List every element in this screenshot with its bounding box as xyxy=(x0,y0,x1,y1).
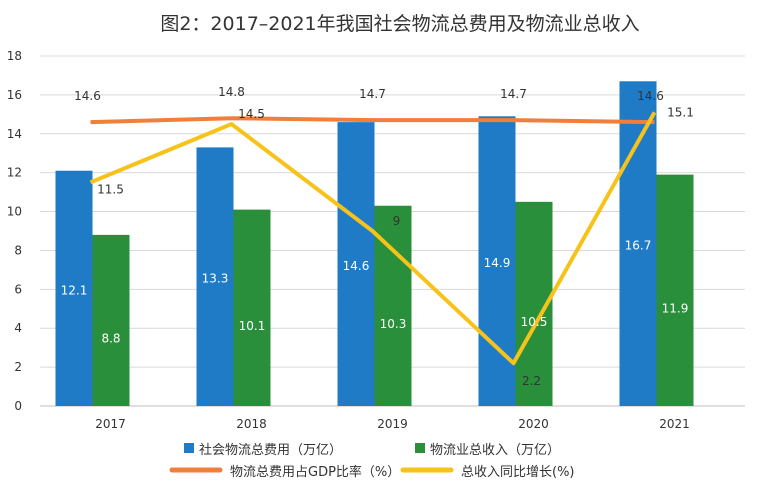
y-tick-label: 10 xyxy=(7,205,22,219)
data-label: 10.1 xyxy=(239,319,266,333)
y-tick-label: 8 xyxy=(14,243,22,257)
legend-label: 物流业总收入（万亿） xyxy=(430,443,560,458)
y-tick-label: 2 xyxy=(14,360,22,374)
x-tick-label: 2017 xyxy=(95,417,126,431)
y-tick-label: 18 xyxy=(7,49,22,63)
y-tick-label: 4 xyxy=(14,321,22,335)
bar-0 xyxy=(196,147,234,406)
data-label: 12.1 xyxy=(61,283,88,297)
bar-0 xyxy=(337,122,375,406)
data-label: 8.8 xyxy=(101,331,120,345)
y-tick-label: 0 xyxy=(14,399,22,413)
data-label: 14.9 xyxy=(484,256,511,270)
legend-swatch xyxy=(415,443,425,453)
legend-label: 社会物流总费用（万亿） xyxy=(199,442,342,458)
data-label: 14.6 xyxy=(343,259,370,273)
chart-title: 图2：2017–2021年我国社会物流总费用及物流业总收入 xyxy=(160,13,639,35)
bar-1 xyxy=(92,234,130,406)
y-tick-label: 16 xyxy=(7,88,22,102)
bar-0 xyxy=(619,81,657,407)
data-label: 14.5 xyxy=(238,107,265,121)
bar-0 xyxy=(55,170,93,406)
y-tick-label: 14 xyxy=(7,127,22,141)
data-label: 14.6 xyxy=(637,89,664,103)
data-label: 15.1 xyxy=(667,105,694,119)
data-label: 14.7 xyxy=(359,87,386,101)
line-series-2 xyxy=(90,116,655,125)
legend-label: 物流总费用占GDP比率（%） xyxy=(230,464,400,480)
data-label: 10.3 xyxy=(380,317,407,331)
x-tick-label: 2020 xyxy=(518,417,549,431)
data-label: 10.5 xyxy=(521,315,548,329)
y-tick-label: 12 xyxy=(7,166,22,180)
data-label: 9 xyxy=(393,214,401,228)
x-tick-label: 2021 xyxy=(659,417,690,431)
data-label: 14.8 xyxy=(218,85,245,99)
bar-1 xyxy=(233,209,271,406)
y-tick-label: 6 xyxy=(14,282,22,296)
data-label: 14.6 xyxy=(74,89,101,103)
x-tick-label: 2019 xyxy=(377,417,408,431)
legend-label: 总收入同比增长(%) xyxy=(461,465,575,480)
data-label: 16.7 xyxy=(625,239,652,253)
legend-swatch xyxy=(184,443,194,453)
x-tick-label: 2018 xyxy=(236,417,267,431)
data-label: 13.3 xyxy=(202,272,229,286)
data-label: 11.9 xyxy=(662,301,689,315)
bar-1 xyxy=(656,174,694,406)
data-label: 14.7 xyxy=(500,87,527,101)
data-label: 11.5 xyxy=(97,182,124,196)
line-series-3 xyxy=(89,111,657,366)
data-label: 2.2 xyxy=(522,374,541,388)
